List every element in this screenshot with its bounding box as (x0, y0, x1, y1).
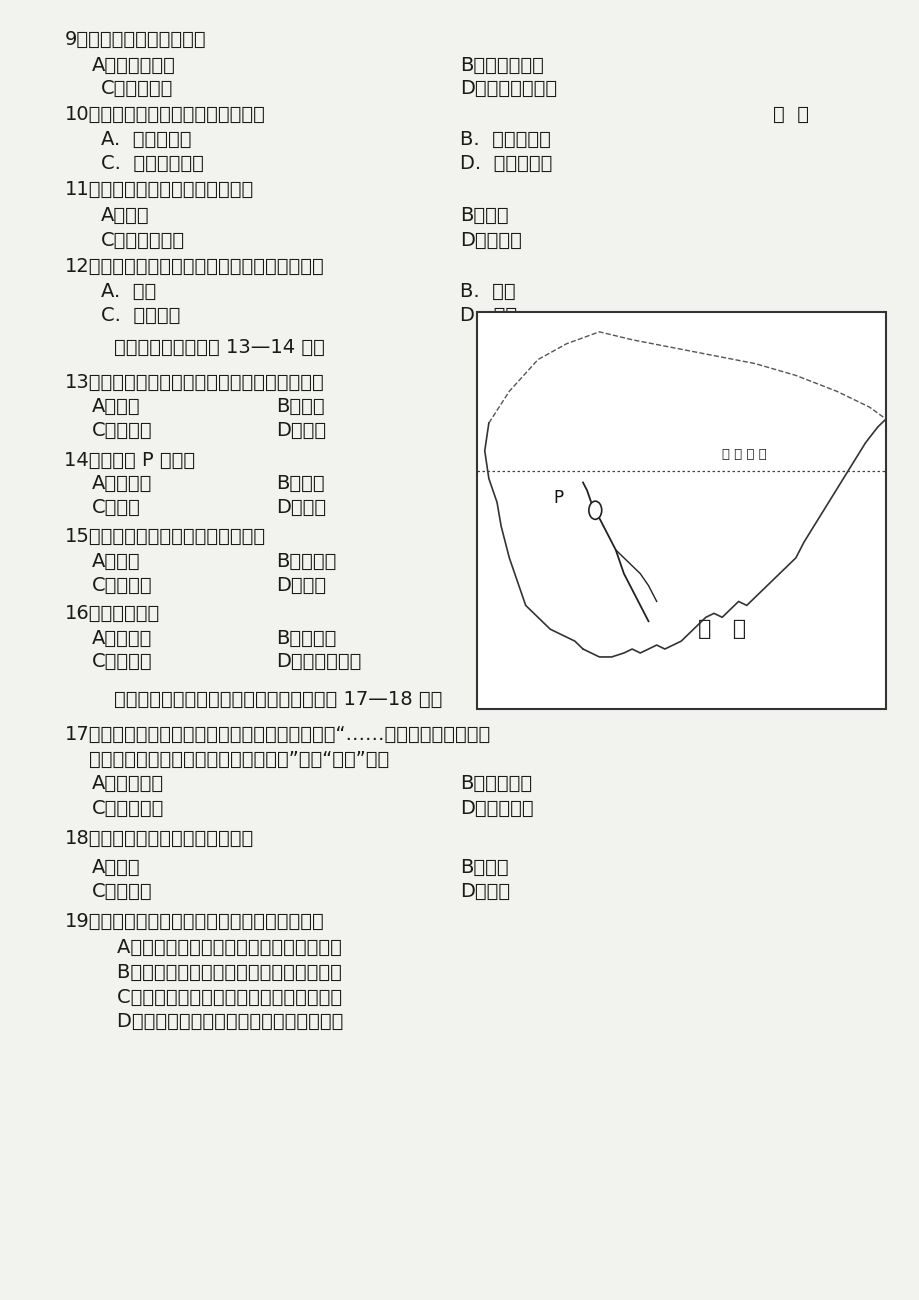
Text: 15、下列省区中，煤炭产量最多的是: 15、下列省区中，煤炭产量最多的是 (64, 528, 266, 546)
Text: 南   海: 南 海 (698, 619, 745, 640)
Text: B、祈连山: B、祈连山 (276, 629, 336, 647)
Text: A、壮族: A、壮族 (92, 858, 141, 876)
Text: 9、亚洲与非洲的分界线是: 9、亚洲与非洲的分界线是 (64, 30, 206, 48)
Text: C、横断山: C、横断山 (92, 653, 153, 671)
Text: D、巴颤喀拉山: D、巴颤喀拉山 (276, 653, 361, 671)
Text: B、上海、杭州、株洲、南昌、贵阳、昆明: B、上海、杭州、株洲、南昌、贵阳、昆明 (92, 963, 342, 982)
Text: D、珠江: D、珠江 (276, 498, 325, 516)
Text: 北 回 归 线: 北 回 归 线 (721, 447, 766, 460)
Text: A、荔枝: A、荔枝 (92, 398, 141, 416)
Text: 17、我国爱国诗人余光中先生的《乡愁》诗中写到“……而现在，乡愁是一湾: 17、我国爱国诗人余光中先生的《乡愁》诗中写到“……而现在，乡愁是一湾 (64, 725, 490, 744)
Text: A、黑龙江: A、黑龙江 (92, 474, 153, 493)
Text: B、黄河: B、黄河 (276, 474, 324, 493)
Text: （  ）: （ ） (772, 105, 808, 124)
Text: C、哈密瓜: C、哈密瓜 (92, 421, 153, 439)
Text: 12、下列我国工业产品产量在世界上居首位的是: 12、下列我国工业产品产量在世界上居首位的是 (64, 257, 323, 276)
Text: B.  棉花: B. 棉花 (460, 282, 515, 300)
Text: C、长江: C、长江 (92, 498, 141, 516)
Bar (476, 312, 885, 708)
Text: C、白令海峡: C、白令海峡 (101, 79, 174, 98)
Text: A、农业: A、农业 (101, 207, 150, 225)
Text: P: P (552, 489, 563, 507)
Text: A.  汽车: A. 汽车 (101, 282, 156, 300)
Text: D、上海、杭州、南昌、柳州、贵阳、昆明: D、上海、杭州、南昌、柳州、贵阳、昆明 (92, 1013, 343, 1031)
Text: 读广东省略图，回答 13—14 题：: 读广东省略图，回答 13—14 题： (64, 338, 325, 356)
Text: B、苏伊士运河: B、苏伊士运河 (460, 56, 543, 74)
Text: A、上海、杭州、南昌、株洲、贵阳、昆明: A、上海、杭州、南昌、株洲、贵阳、昆明 (92, 939, 342, 957)
Text: C、黑龙江: C、黑龙江 (92, 576, 153, 594)
Text: A、山西: A、山西 (92, 552, 141, 571)
Text: A、琼州海峡: A、琼州海峡 (92, 775, 164, 793)
Text: B、内蒙古: B、内蒙古 (276, 552, 336, 571)
Text: 台湾是我国神圣不可分割的领土。据此回答 17—18 题：: 台湾是我国神圣不可分割的领土。据此回答 17—18 题： (64, 690, 442, 709)
Text: A.  青岛、大连: A. 青岛、大连 (101, 130, 191, 148)
Text: C、台湾海峡: C、台湾海峡 (92, 800, 165, 818)
Text: 14、图中的 P 河流是: 14、图中的 P 河流是 (64, 451, 196, 469)
Text: A、昆仑山: A、昆仑山 (92, 629, 153, 647)
Text: B、傣族: B、傣族 (460, 858, 508, 876)
Text: 18、世代居住在台湾的少数民族是: 18、世代居住在台湾的少数民族是 (64, 829, 254, 848)
Text: D、苗族: D、苗族 (460, 883, 509, 901)
Text: D.  上海、大连: D. 上海、大连 (460, 155, 551, 173)
Text: 11、我国国民经济的基础部门是：: 11、我国国民经济的基础部门是： (64, 181, 254, 199)
Text: D、旅游业: D、旅游业 (460, 231, 521, 250)
Text: 浅浅的海峡，我在这头，大陆在那头。”诗中“海峡”是指: 浅浅的海峡，我在这头，大陆在那头。”诗中“海峡”是指 (64, 750, 390, 768)
Text: C.  连云港、南通: C. 连云港、南通 (101, 155, 204, 173)
Text: C.  精密仪表: C. 精密仪表 (101, 307, 180, 325)
Text: B.  天津、烟台: B. 天津、烟台 (460, 130, 550, 148)
Text: C、高山族: C、高山族 (92, 883, 153, 901)
Text: C、交通运输业: C、交通运输业 (101, 231, 185, 250)
Text: C、上海、杭州、株洲、南昌、桂林、昆明: C、上海、杭州、株洲、南昌、桂林、昆明 (92, 988, 342, 1006)
Text: D、梨子: D、梨子 (276, 421, 325, 439)
Text: 13、在超市你见到的下列水果中，产于该省的是: 13、在超市你见到的下列水果中，产于该省的是 (64, 373, 323, 391)
Text: 16、黄河发源于: 16、黄河发源于 (64, 604, 160, 623)
Text: D、贵州: D、贵州 (276, 576, 325, 594)
Text: B、朝鲜海峡: B、朝鲜海峡 (460, 775, 531, 793)
Text: B、工业: B、工业 (460, 207, 508, 225)
Text: D、直布罗陀海峡: D、直布罗陀海峡 (460, 79, 557, 98)
Text: 19、请选择上海至昆明所经过城市的正确顺序：: 19、请选择上海至昆明所经过城市的正确顺序： (64, 913, 323, 931)
Text: A、巴拿马运河: A、巴拿马运河 (92, 56, 176, 74)
Text: 10、我国北方沿海航线的中心城市是: 10、我国北方沿海航线的中心城市是 (64, 105, 265, 124)
Text: D、渤海海峡: D、渤海海峡 (460, 800, 533, 818)
Text: B、苹果: B、苹果 (276, 398, 324, 416)
Bar (476, 312, 885, 708)
Text: D.  锦鐵: D. 锦鐵 (460, 307, 516, 325)
Circle shape (588, 500, 601, 519)
